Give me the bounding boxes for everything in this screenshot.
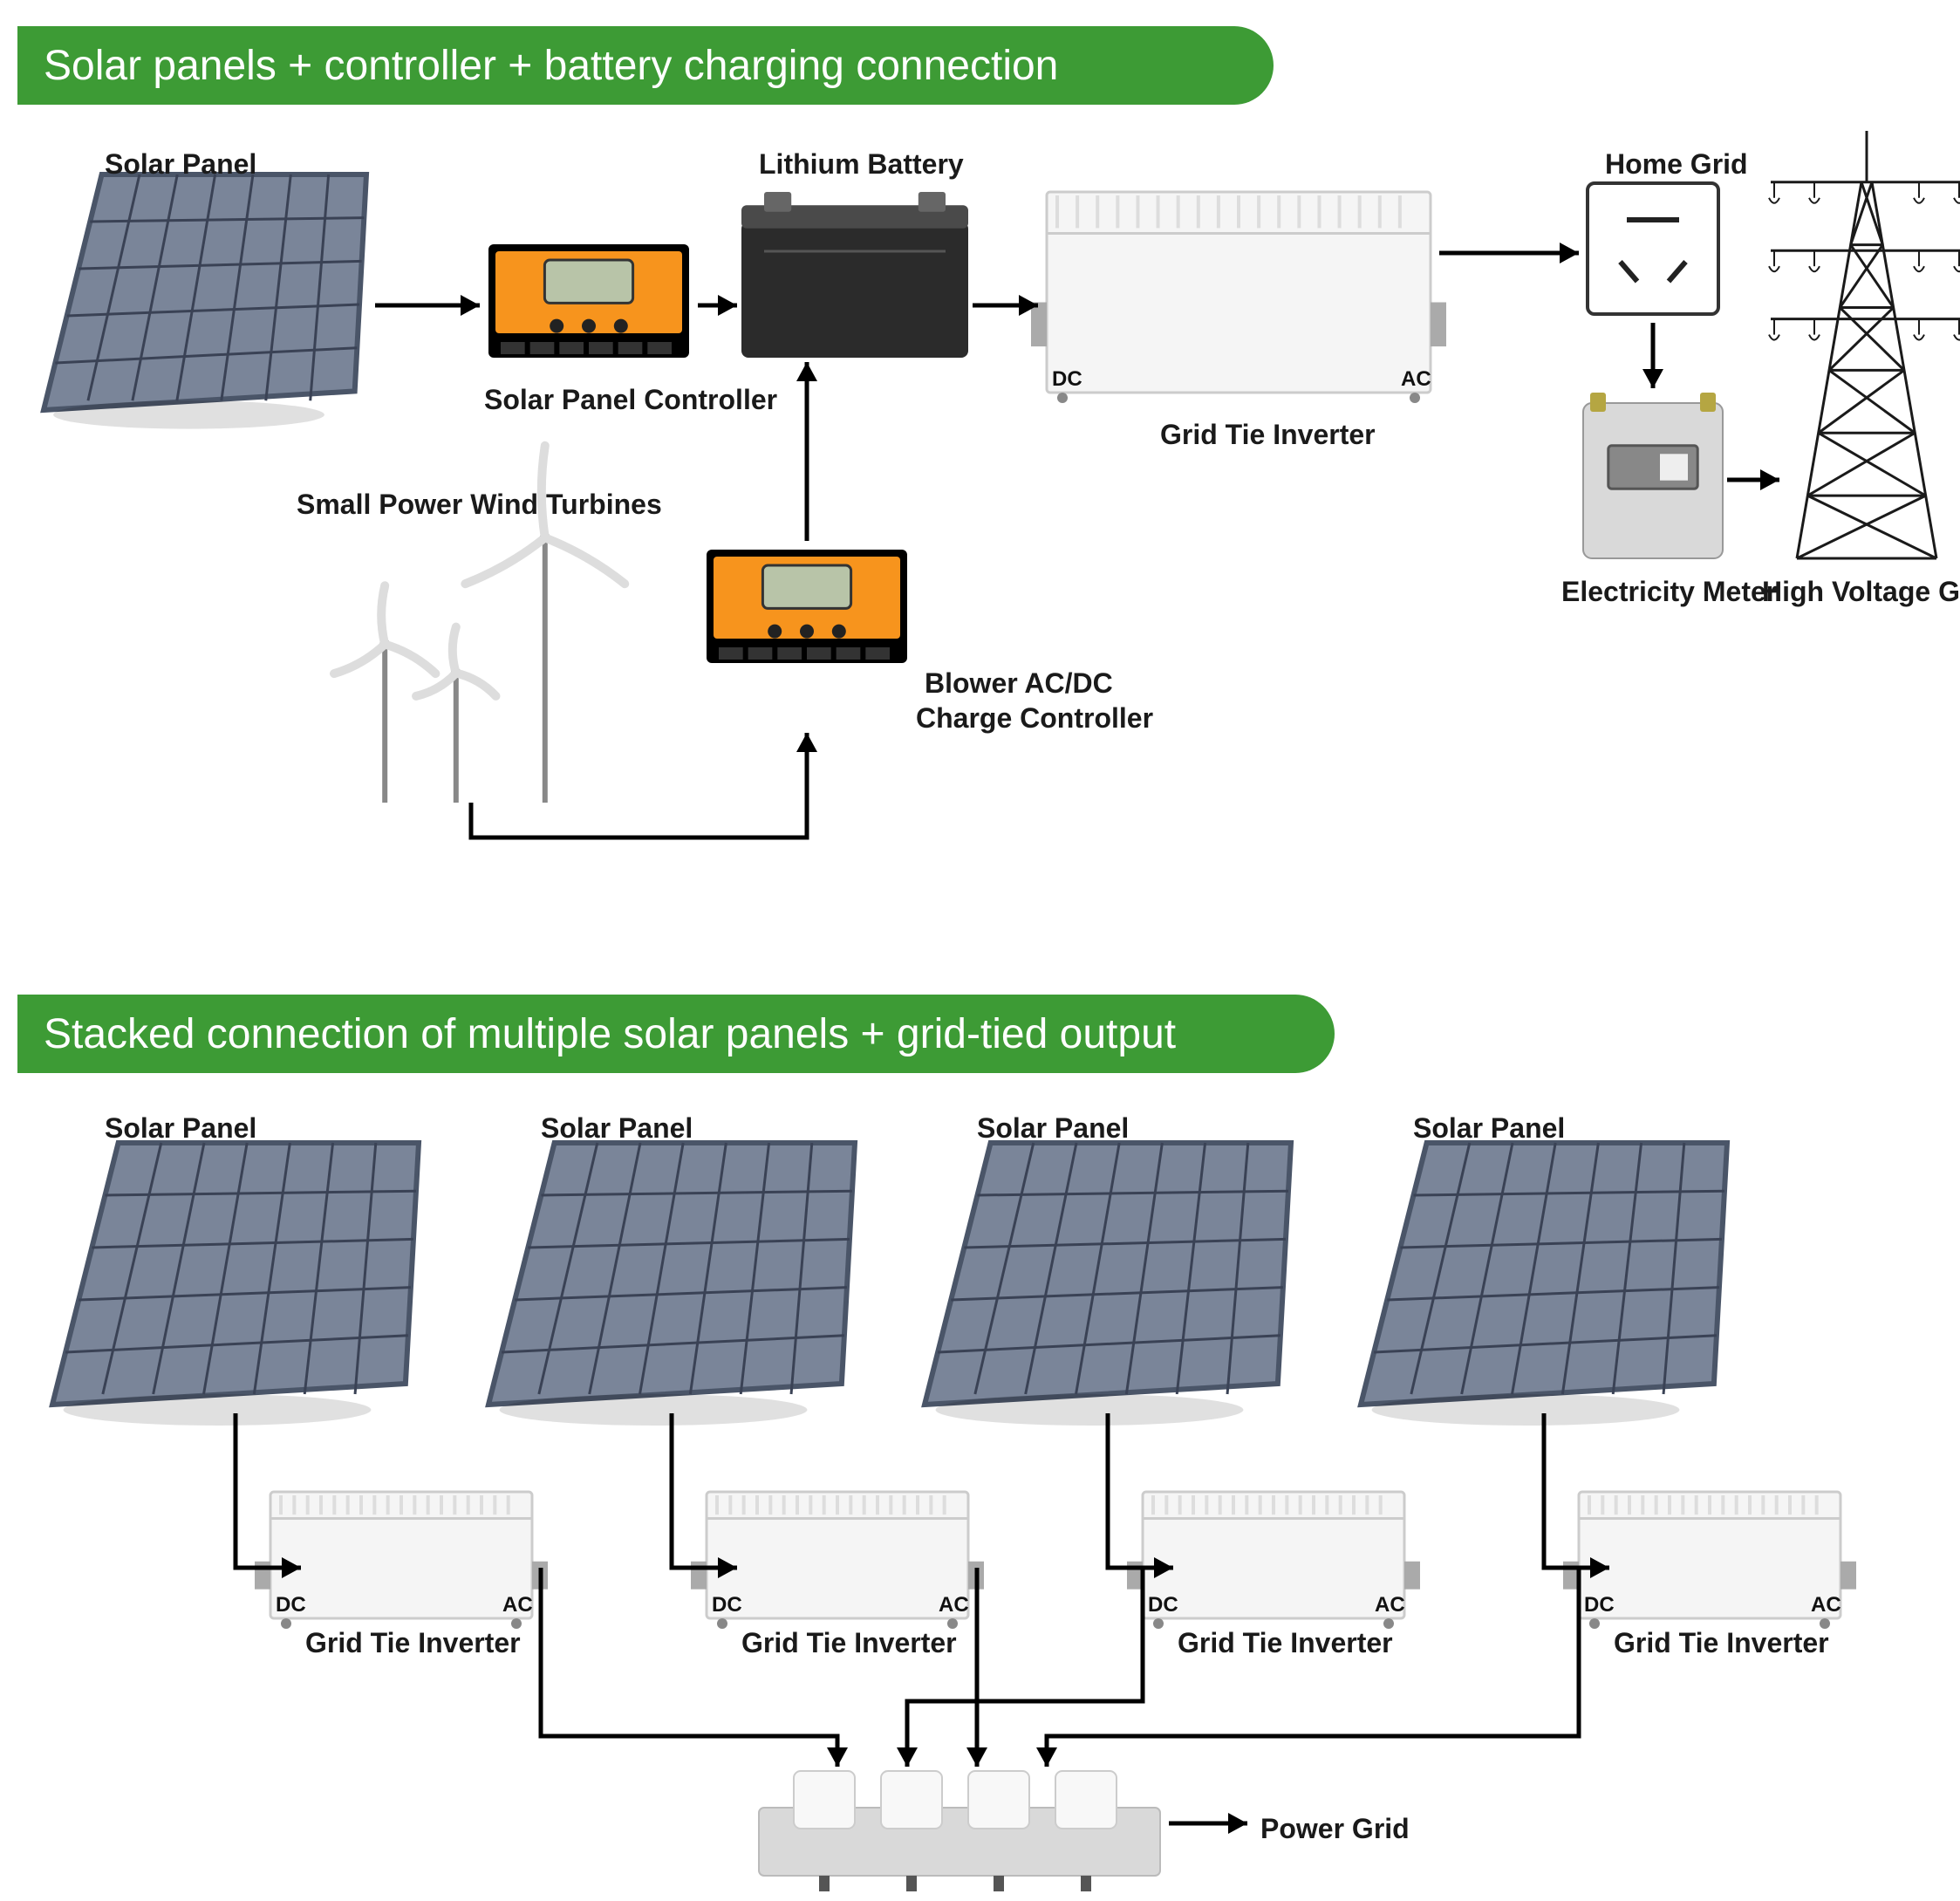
label: Grid Tie Inverter <box>1160 419 1376 451</box>
label: Solar Panel <box>105 1112 256 1145</box>
svg-text:AC: AC <box>939 1593 969 1617</box>
svg-text:DC: DC <box>1584 1593 1615 1617</box>
svg-text:AC: AC <box>1375 1593 1405 1617</box>
label: Solar Panel <box>1413 1112 1565 1145</box>
label: Electricity Meter <box>1561 576 1777 608</box>
section-banner-1: Solar panels + controller + battery char… <box>17 26 1274 105</box>
svg-text:DC: DC <box>276 1593 306 1617</box>
diagram-2: DC AC DC AC DC AC DC AC <box>0 1108 1960 1893</box>
label: High Voltage Grid <box>1762 576 1960 608</box>
label: Solar Panel <box>105 148 256 181</box>
label: Blower AC/DC <box>925 667 1113 700</box>
label: Grid Tie Inverter <box>305 1627 521 1659</box>
label: Home Grid <box>1605 148 1748 181</box>
label: Lithium Battery <box>759 148 964 181</box>
label: Grid Tie Inverter <box>741 1627 957 1659</box>
section-banner-2: Stacked connection of multiple solar pan… <box>17 995 1335 1073</box>
label: Solar Panel <box>977 1112 1129 1145</box>
svg-text:AC: AC <box>1401 367 1431 391</box>
label: Power Grid <box>1260 1813 1410 1845</box>
svg-text:DC: DC <box>712 1593 742 1617</box>
label: Charge Controller <box>916 702 1153 735</box>
label: Grid Tie Inverter <box>1178 1627 1393 1659</box>
label: Small Power Wind Turbines <box>297 489 662 521</box>
label: Solar Panel <box>541 1112 693 1145</box>
label: Solar Panel Controller <box>484 384 777 416</box>
diagram-1: DC AC <box>0 131 1960 916</box>
svg-text:AC: AC <box>502 1593 533 1617</box>
label: Grid Tie Inverter <box>1614 1627 1829 1659</box>
svg-text:DC: DC <box>1148 1593 1178 1617</box>
svg-text:DC: DC <box>1052 367 1082 391</box>
svg-text:AC: AC <box>1811 1593 1841 1617</box>
